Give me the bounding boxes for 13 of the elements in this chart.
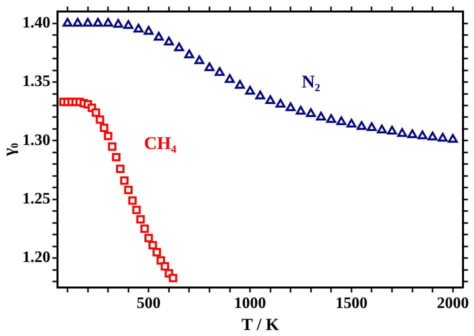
y-tick-label: 1.40 [22, 14, 50, 32]
series-label: N₂ [302, 71, 320, 92]
y-tick-label: 1.20 [22, 249, 50, 266]
x-tick-label: 1500 [335, 295, 368, 312]
y-tick-label: 1.35 [22, 73, 50, 90]
x-axis-title: T / K [241, 315, 280, 334]
y-tick-label: 1.30 [22, 132, 50, 149]
x-tick-label: 500 [136, 295, 161, 312]
y-tick-label: 1.25 [22, 190, 50, 208]
y-axis-title: γ₀ [0, 142, 19, 158]
series-label: CH₄ [144, 133, 177, 154]
x-tick-label: 1000 [234, 295, 266, 312]
x-tick-label: 2000 [436, 295, 469, 312]
